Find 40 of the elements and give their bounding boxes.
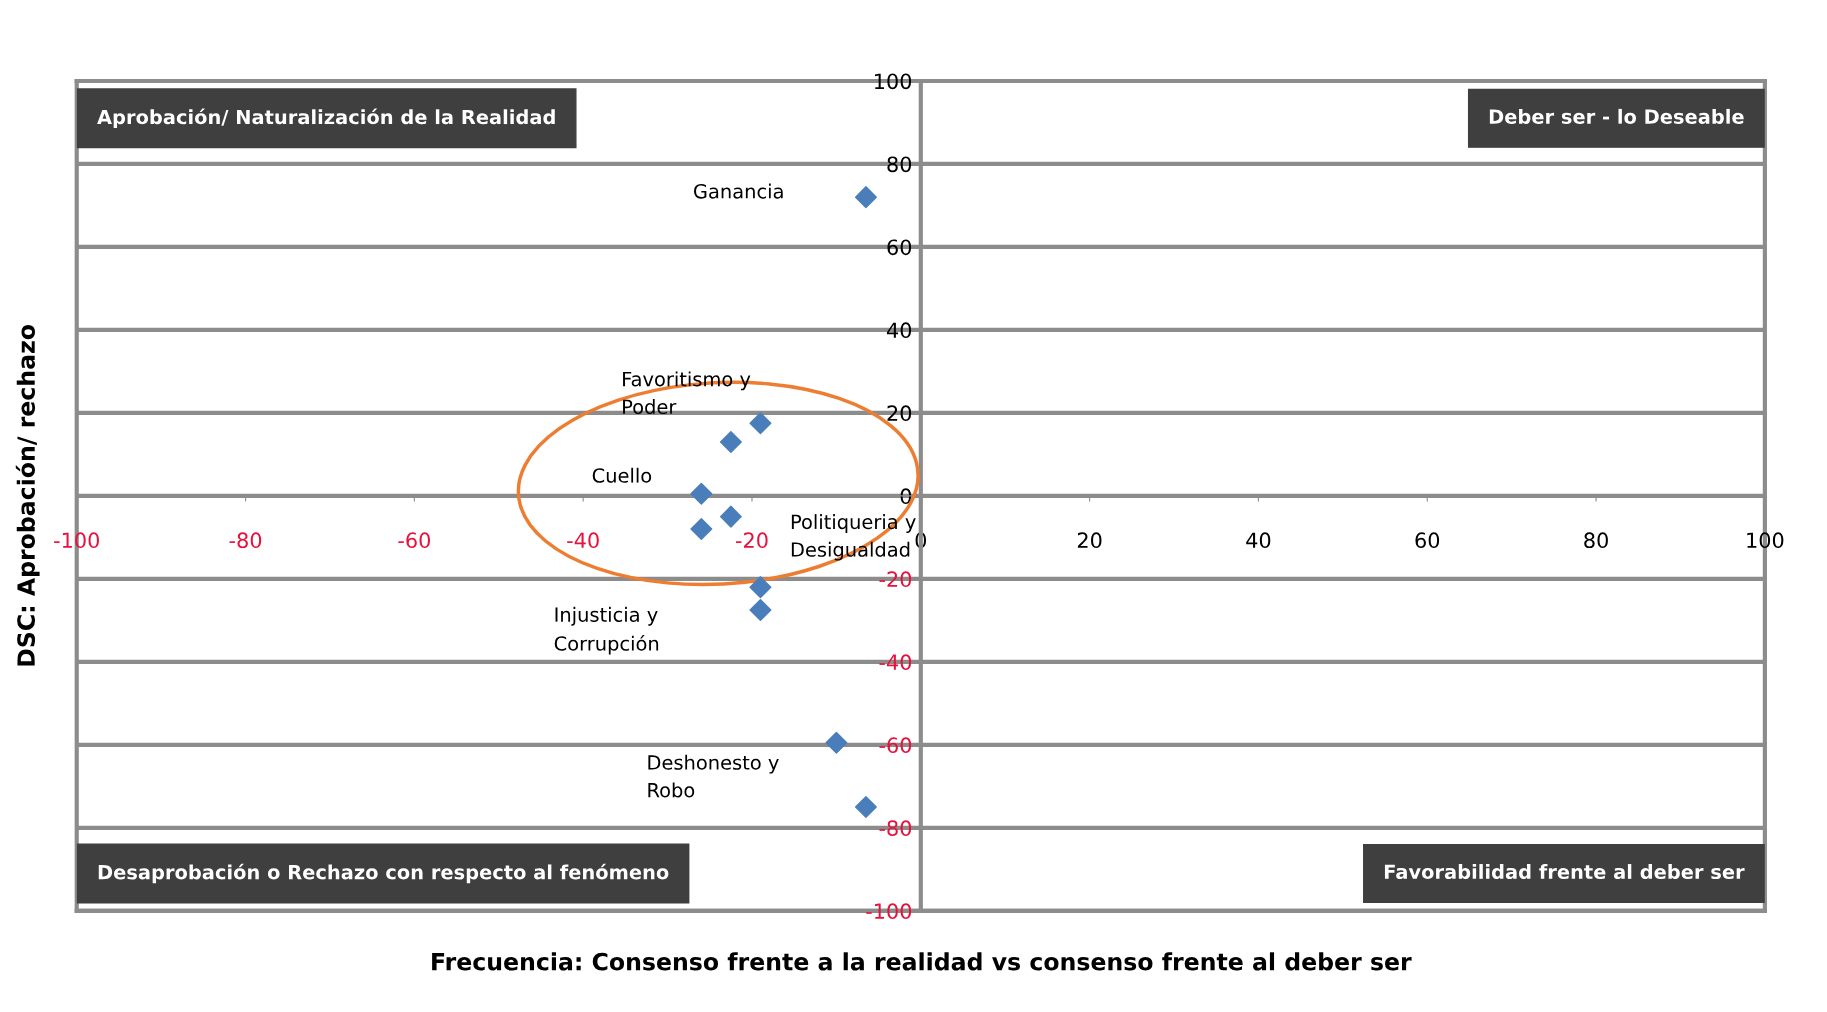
annotation: Deber ser - lo Deseable <box>1489 108 1744 124</box>
x-tick-label: -60 <box>398 532 430 549</box>
y-tick-label: -100 <box>866 903 912 920</box>
annotation: Injusticia y Corrupción <box>554 606 659 655</box>
y-tick-label: 40 <box>886 322 912 339</box>
point <box>749 412 772 435</box>
annotation: Cuello <box>592 467 652 483</box>
annotation: Ganancia <box>694 183 783 199</box>
y-tick-label: 20 <box>887 405 912 422</box>
point <box>690 482 713 505</box>
y-tick-label: -40 <box>879 654 912 671</box>
y-tick-label: 100 <box>875 73 912 90</box>
point <box>749 598 772 621</box>
x-tick-label: 100 <box>1747 532 1784 549</box>
point <box>825 731 848 754</box>
x-tick-label: 60 <box>1415 532 1440 549</box>
y-tick-label: -80 <box>879 820 912 837</box>
x-tick-label: -40 <box>567 532 599 549</box>
annotation: Desaprobación o Rechazo con respecto al fenómeno <box>98 863 669 884</box>
annotation: Aprobación/ Naturalización de la Realidad <box>97 108 555 129</box>
x-tick-label: 40 <box>1246 532 1271 549</box>
point <box>719 505 742 528</box>
y-tick-label: -20 <box>879 571 912 588</box>
y-tick-label: 80 <box>887 156 912 173</box>
x-tick-label: -80 <box>229 532 262 549</box>
x-tick-label: -100 <box>54 532 99 549</box>
point <box>749 576 772 599</box>
x-tick-label: 20 <box>1077 532 1102 549</box>
x-axis-title: Frecuencia: Consenso frente a la realidad vs consenso frente al deber ser <box>432 952 1412 971</box>
annotation: Deshonesto y Robo <box>648 754 779 798</box>
point <box>690 518 713 541</box>
point <box>719 430 742 453</box>
x-tick-label: -20 <box>736 532 768 549</box>
point <box>854 186 877 209</box>
y-tick-label: 60 <box>887 239 912 256</box>
point <box>854 796 877 819</box>
y-axis-title: DSC: Aprobación/ rechazo <box>15 325 40 666</box>
annotation: Favorabilidad frente al deber ser <box>1384 864 1745 880</box>
y-tick-label: -60 <box>879 737 912 754</box>
x-tick-label: 80 <box>1584 532 1608 549</box>
